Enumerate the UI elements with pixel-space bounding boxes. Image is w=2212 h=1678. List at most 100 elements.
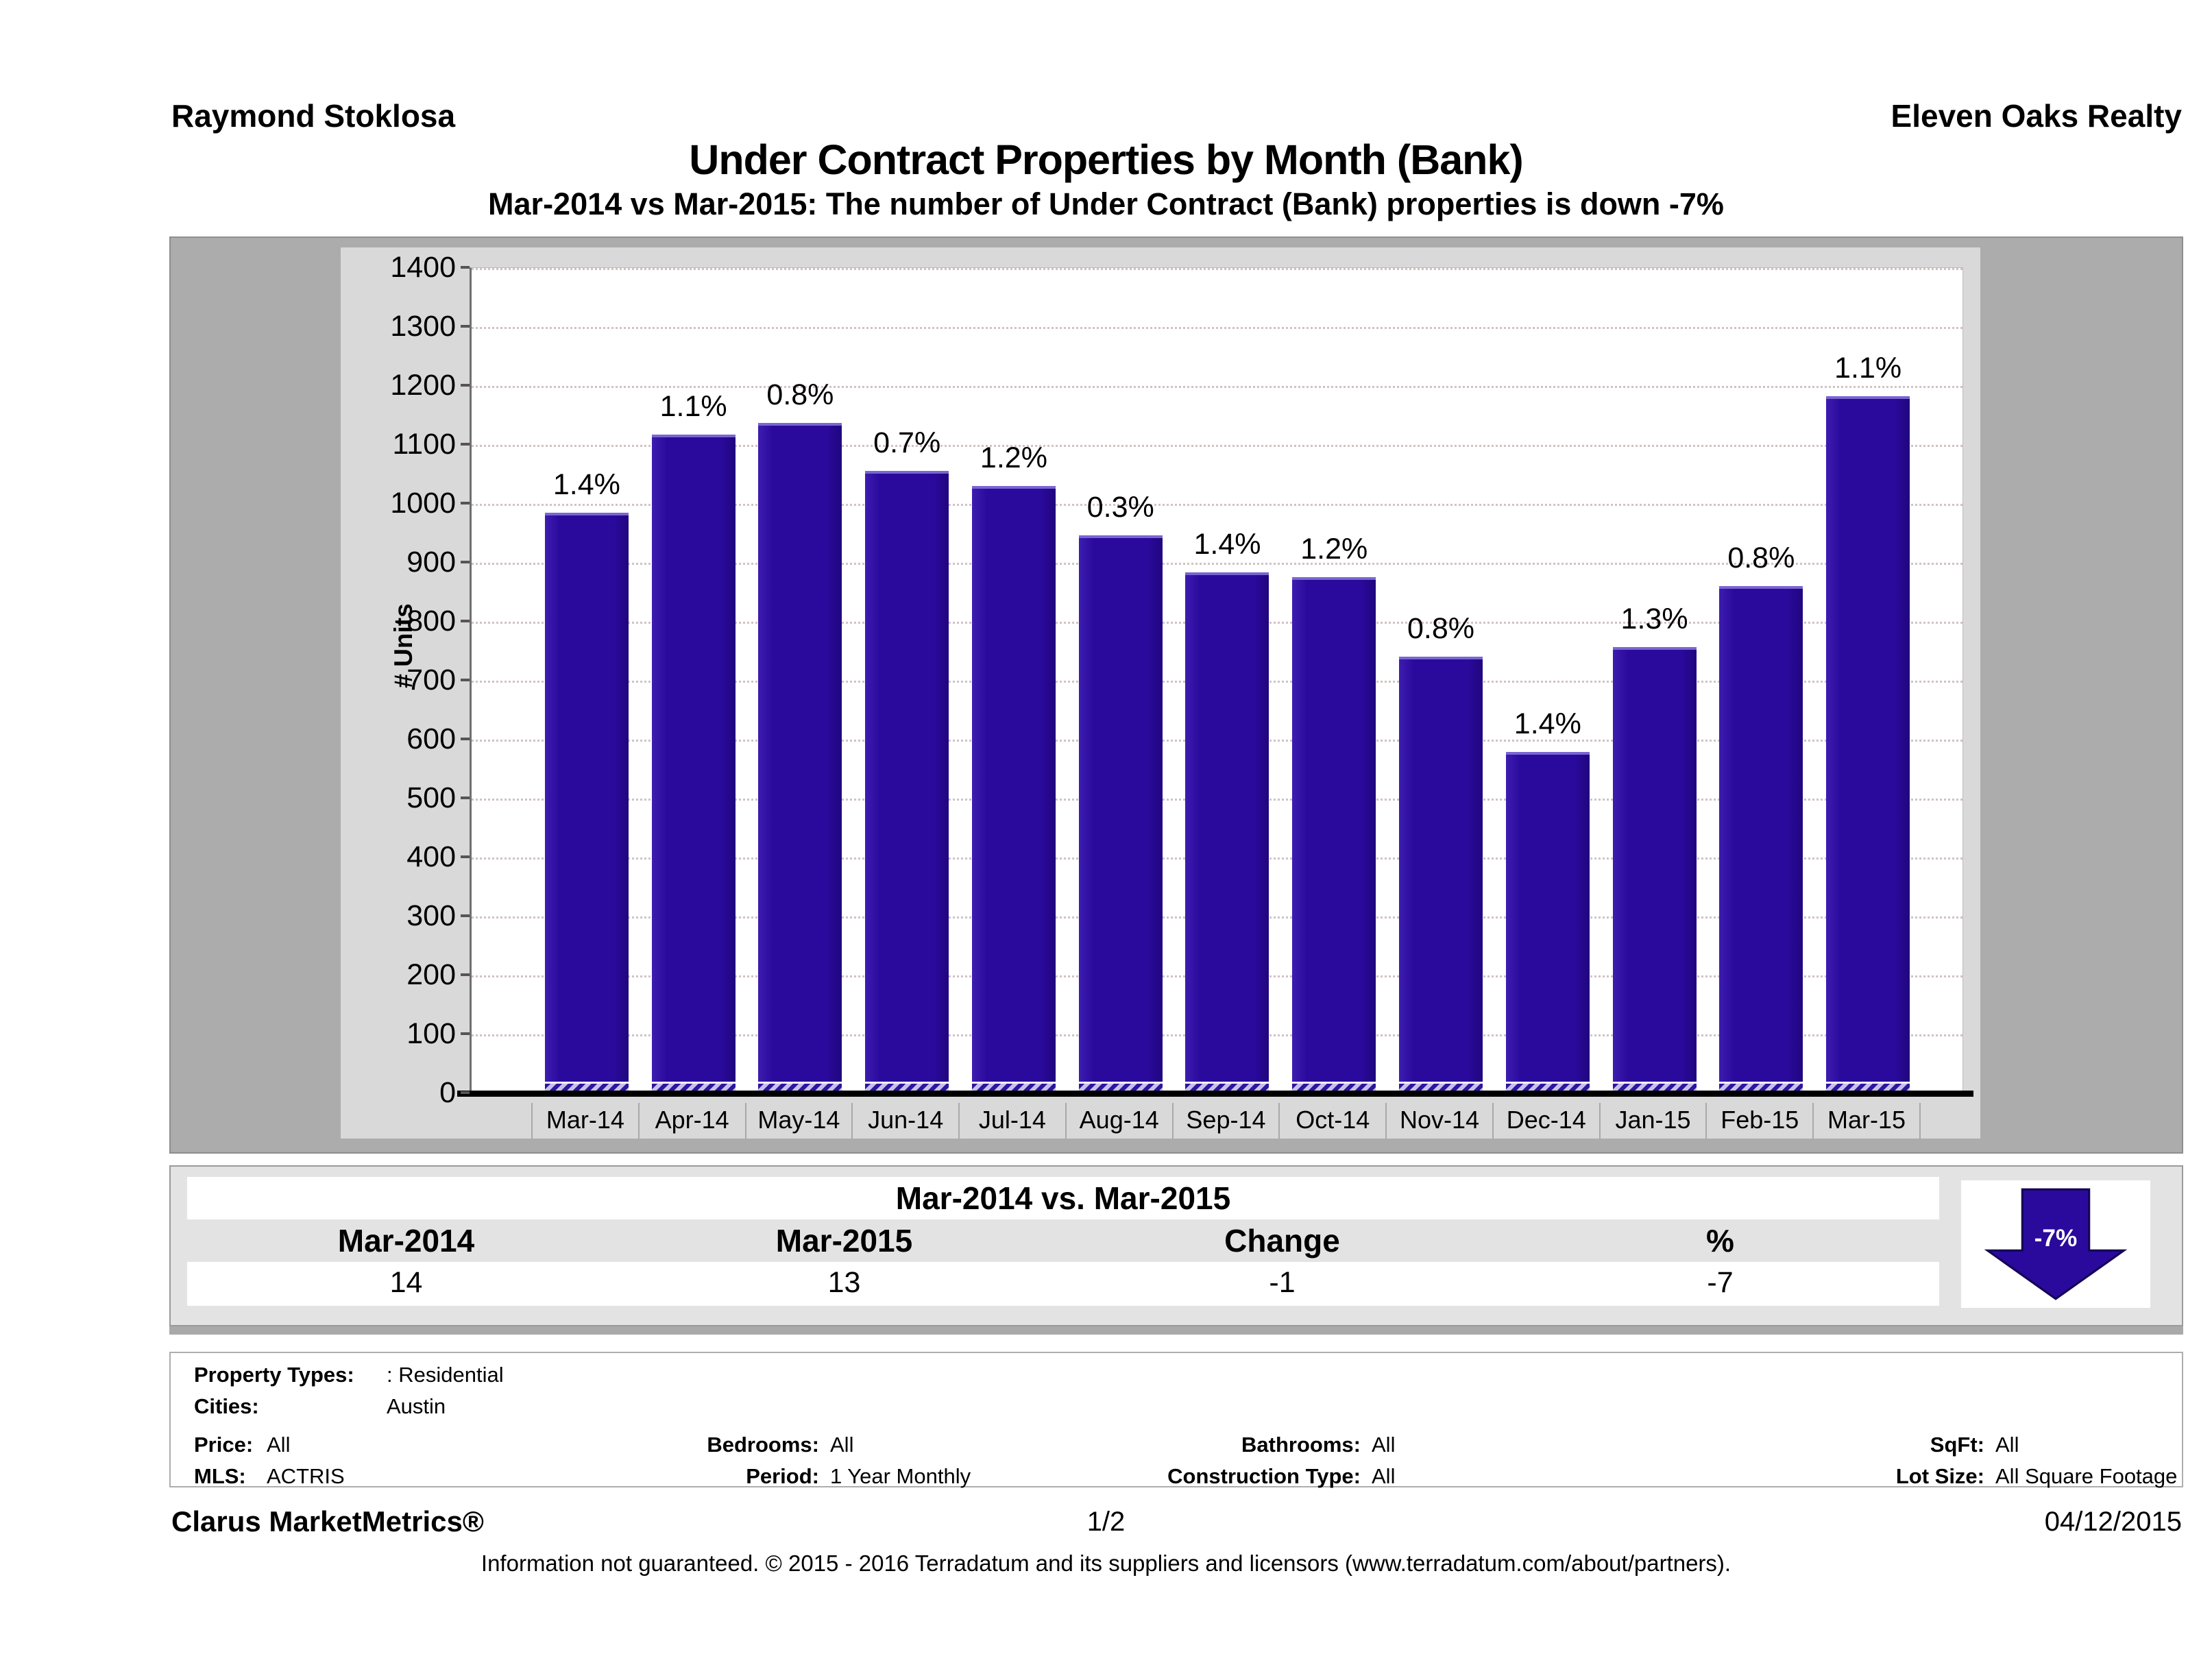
x-tick-label: Aug-14	[1065, 1103, 1172, 1139]
sqft-label: SqFt:	[1930, 1433, 1984, 1457]
bar-percent-label: 1.4%	[1193, 527, 1261, 561]
y-tick-label: 800	[406, 605, 456, 637]
trend-arrow-label: -7%	[2034, 1225, 2078, 1252]
bar-Jun-14	[865, 470, 949, 1093]
bank-hatch-segment	[651, 1082, 736, 1093]
y-tick-mark	[461, 679, 470, 681]
bar-Nov-14	[1399, 656, 1483, 1093]
bar-percent-label: 1.1%	[659, 389, 727, 423]
x-tick-label: Mar-14	[531, 1103, 638, 1139]
bank-hatch-segment	[758, 1082, 842, 1093]
mls-value: ACTRIS	[267, 1464, 345, 1488]
bar-slot: 0.8%	[1387, 268, 1494, 1093]
bar-percent-label: 0.7%	[873, 426, 941, 459]
bar-Dec-14	[1505, 752, 1590, 1093]
y-tick-mark	[461, 325, 470, 328]
y-tick-mark	[461, 738, 470, 740]
footer-disclaimer: Information not guaranteed. © 2015 - 201…	[481, 1551, 1731, 1576]
bank-hatch-segment	[1078, 1082, 1163, 1093]
x-tick-label: Dec-14	[1492, 1103, 1599, 1139]
chart-panel: # Units 1.4% 1.1% 0.8% 0.7% 1.2% 0.3% 1.4% 1.2%…	[341, 247, 1980, 1139]
summary-table: Mar-2014 vs. Mar-2015 Mar-2014 Mar-2015 …	[169, 1165, 2183, 1326]
y-tick-label: 900	[406, 546, 456, 579]
period-label: Period:	[746, 1464, 819, 1488]
bar-Aug-14	[1078, 535, 1163, 1093]
y-tick-mark	[461, 443, 470, 446]
y-tick-label: 300	[406, 899, 456, 932]
footer-page-number: 1/2	[1086, 1507, 1126, 1537]
x-tick-label: Mar-15	[1812, 1103, 1919, 1139]
bank-hatch-segment	[1719, 1082, 1803, 1093]
gridline	[472, 563, 1962, 565]
company-name: Eleven Oaks Realty	[1891, 98, 2182, 134]
summary-header-row: Mar-2014 Mar-2015 Change %	[187, 1219, 1939, 1262]
bar-May-14	[758, 423, 842, 1093]
x-tick-label: Sep-14	[1171, 1103, 1279, 1139]
y-tick-mark	[461, 1091, 470, 1094]
bar-slot: 0.7%	[853, 268, 960, 1093]
bar-slot: 1.1%	[640, 268, 747, 1093]
gridline	[472, 445, 1962, 447]
summary-cell: 14	[389, 1266, 423, 1299]
bar-percent-label: 1.1%	[1834, 352, 1902, 385]
price-value: All	[267, 1433, 291, 1457]
summary-title: Mar-2014 vs. Mar-2015	[187, 1177, 1939, 1219]
property-types-label: Property Types:	[194, 1363, 354, 1387]
y-tick-mark	[461, 502, 470, 504]
criteria-box: Property Types: : Residential Cities: Au…	[169, 1352, 2183, 1488]
down-arrow-icon: -7%	[1984, 1188, 2128, 1300]
bank-hatch-segment	[1185, 1082, 1269, 1093]
summary-col-header: Mar-2015	[775, 1223, 913, 1258]
bathrooms-label: Bathrooms:	[1241, 1433, 1361, 1457]
y-tick-label: 700	[406, 664, 456, 696]
y-tick-label: 1400	[390, 251, 456, 284]
summary-col-header: Mar-2014	[337, 1223, 475, 1258]
construction-type-label: Construction Type:	[1167, 1464, 1361, 1488]
sqft-value: All	[1995, 1433, 2019, 1457]
bar-Feb-15	[1719, 586, 1803, 1093]
plot-area: 1.4% 1.1% 0.8% 0.7% 1.2% 0.3% 1.4% 1.2% 0.8% 1.4%…	[470, 267, 1963, 1094]
bar-percent-label: 1.4%	[552, 467, 620, 501]
x-tick-label: Jul-14	[958, 1103, 1065, 1139]
gridline	[472, 386, 1962, 388]
chart-container: # Units 1.4% 1.1% 0.8% 0.7% 1.2% 0.3% 1.4% 1.2%…	[169, 236, 2183, 1154]
mls-label: MLS:	[194, 1464, 246, 1488]
bar-Jul-14	[971, 486, 1056, 1093]
y-tick-label: 1100	[392, 428, 456, 461]
lot-size-label: Lot Size:	[1895, 1464, 1984, 1488]
y-tick-label: 600	[406, 722, 456, 755]
gridline	[472, 327, 1962, 329]
page-subtitle: Mar-2014 vs Mar-2015: The number of Unde…	[488, 186, 1724, 221]
x-tick-label: Jun-14	[851, 1103, 958, 1139]
bar-slot: 1.4%	[1494, 268, 1601, 1093]
y-tick-mark	[461, 266, 470, 269]
property-types-value: : Residential	[387, 1363, 504, 1387]
footer-date: 04/12/2015	[2044, 1507, 2182, 1537]
bar-percent-label: 0.8%	[1727, 542, 1795, 575]
x-tick-label: Oct-14	[1278, 1103, 1385, 1139]
period-value: 1 Year Monthly	[830, 1464, 971, 1488]
y-tick-mark	[461, 855, 470, 858]
bar-percent-label: 0.3%	[1086, 491, 1154, 524]
bank-hatch-segment	[1826, 1082, 1910, 1093]
y-tick-mark	[461, 914, 470, 917]
gridline	[472, 504, 1962, 506]
x-tick-label: Nov-14	[1385, 1103, 1492, 1139]
y-tick-mark	[461, 384, 470, 387]
x-tick-label: Jan-15	[1599, 1103, 1706, 1139]
summary-value-row: 14 13 -1 -7	[187, 1262, 1939, 1306]
y-tick-mark	[461, 620, 470, 622]
summary-cell: -7	[1707, 1266, 1734, 1299]
summary-col-header: Change	[1224, 1223, 1340, 1258]
bank-hatch-segment	[865, 1082, 949, 1093]
bar-slot: 1.2%	[960, 268, 1067, 1093]
bedrooms-label: Bedrooms:	[707, 1433, 819, 1457]
y-tick-label: 200	[406, 958, 456, 991]
y-tick-mark	[461, 973, 470, 976]
bar-Mar-15	[1826, 396, 1910, 1093]
y-tick-label: 1000	[390, 487, 456, 520]
bathrooms-value: All	[1372, 1433, 1396, 1457]
price-label: Price:	[194, 1433, 254, 1457]
y-tick-label: 0	[439, 1076, 456, 1109]
